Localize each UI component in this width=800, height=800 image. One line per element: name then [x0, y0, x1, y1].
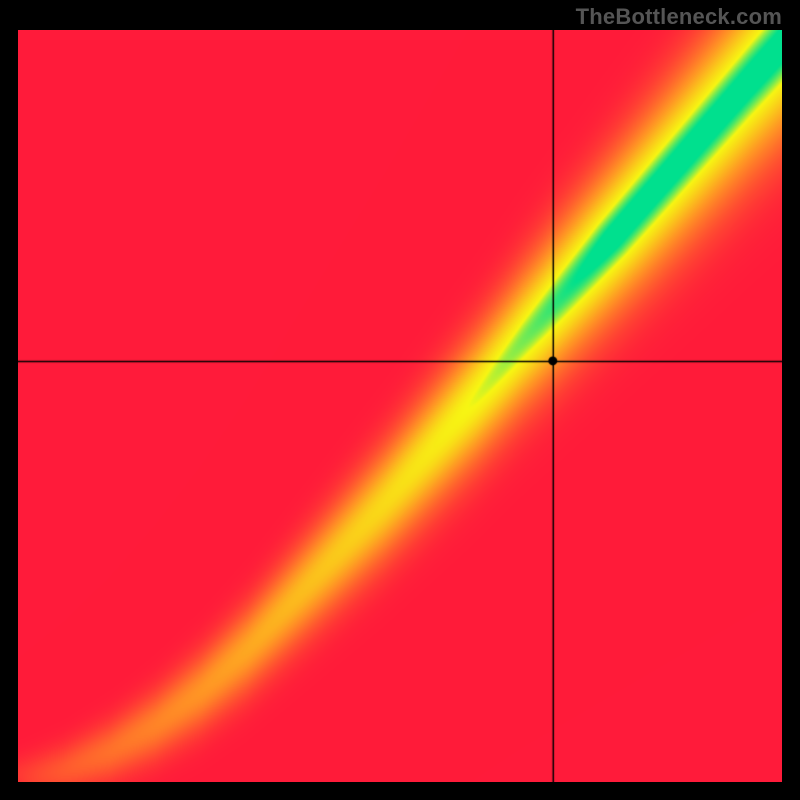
watermark-text: TheBottleneck.com	[576, 4, 782, 30]
heatmap-canvas	[18, 30, 782, 782]
